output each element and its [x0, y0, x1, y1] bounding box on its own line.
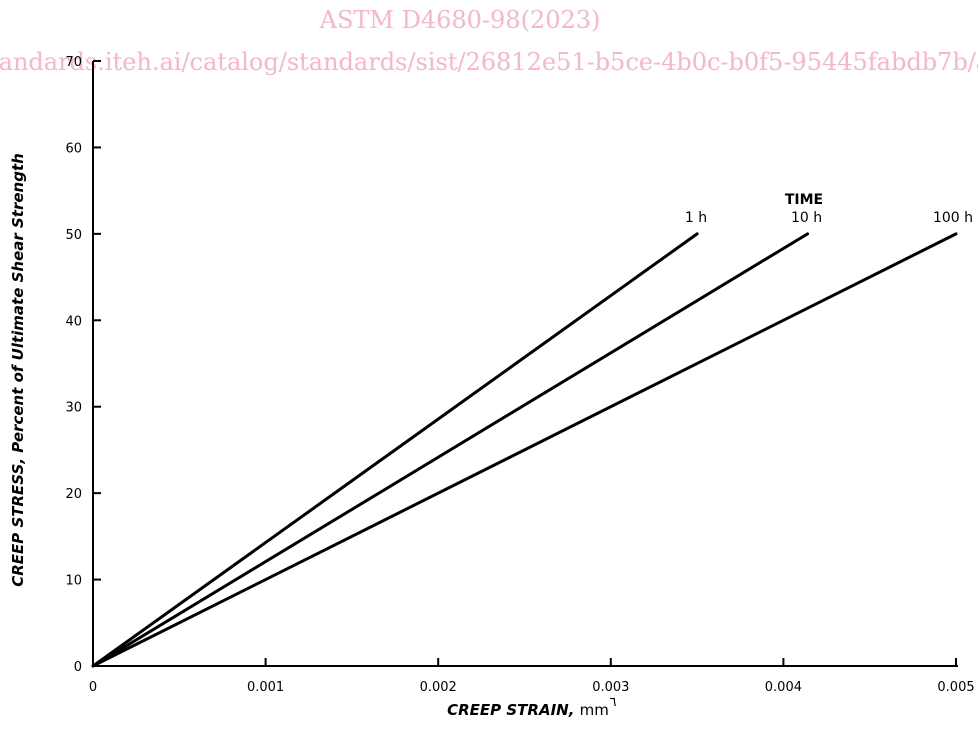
x-tick-label: 0.003 — [592, 680, 629, 695]
series-label: 100 h — [933, 210, 973, 226]
stray-mark: ٦ — [610, 695, 617, 710]
x-tick-label: 0.004 — [765, 680, 802, 695]
y-ticks: 0 10 20 30 40 50 60 70 — [65, 55, 101, 675]
y-tick-label: 0 — [74, 660, 82, 675]
x-tick-label: 0.001 — [247, 680, 284, 695]
series-label: 10 h — [791, 210, 822, 226]
series-line-2 — [91, 232, 810, 668]
x-tick-label: 0.005 — [937, 680, 974, 695]
x-tick-label: 0.002 — [420, 680, 457, 695]
y-tick-label: 20 — [65, 487, 82, 502]
y-tick-label: 60 — [65, 141, 82, 156]
axes — [92, 61, 958, 667]
y-axis-label: CREEP STRESS, Percent of Ultimate Shear … — [9, 153, 27, 587]
y-tick-label: 10 — [65, 574, 82, 589]
x-tick-label: 0 — [89, 680, 97, 695]
y-tick-label: 40 — [65, 314, 82, 329]
y-tick-label: 50 — [65, 228, 82, 243]
watermark-title: ASTM D4680-98(2023) — [319, 6, 601, 34]
series-labels: 1 h 10 h 100 h — [685, 210, 973, 226]
series-lines — [91, 232, 958, 668]
series-line-1 — [91, 232, 699, 668]
y-tick-label: 70 — [65, 55, 82, 70]
series-label: 1 h — [685, 210, 707, 226]
watermark-url: https://standards.iteh.ai/catalog/standa… — [0, 48, 978, 76]
legend-title: TIME — [785, 192, 823, 208]
x-ticks: 0 0.001 0.002 0.003 0.004 0.005 — [89, 658, 975, 695]
series-line-3 — [91, 232, 958, 668]
y-tick-label: 30 — [65, 401, 82, 416]
x-axis-label: CREEP STRAIN, mm — [447, 701, 609, 719]
